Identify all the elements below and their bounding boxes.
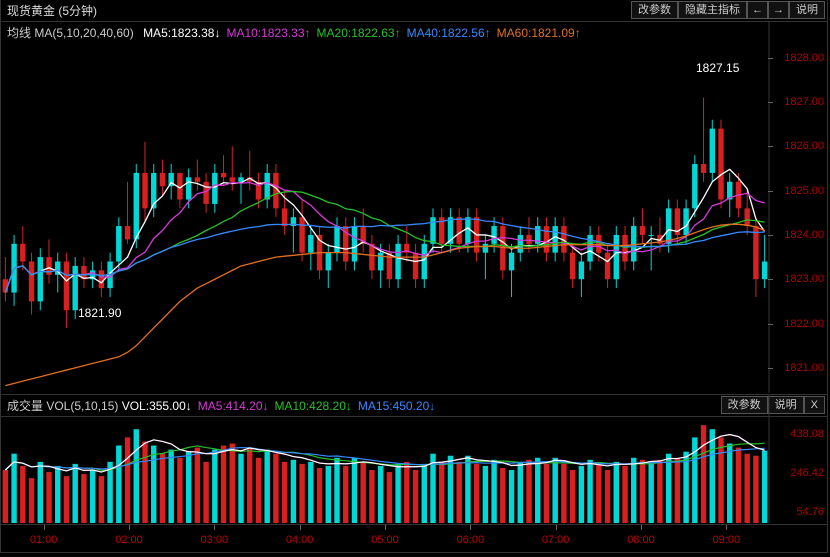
- price-chart-svg: [1, 0, 827, 393]
- volume-chart-svg: [1, 395, 827, 523]
- ma-info-line: 均线 MA(5,10,20,40,60) MA5:1823.38↓MA10:18…: [7, 24, 587, 41]
- price-chart-panel: 现货黄金 (5分钟) 改参数 隐藏主指标 ← → 说明 均线 MA(5,10,2…: [0, 0, 828, 395]
- time-label: 06:00: [457, 534, 485, 546]
- time-axis: 01:00 02:00 03:00 04:00 05:00 06:00 07:00 08:00…: [0, 525, 828, 553]
- time-label: 03:00: [201, 534, 229, 546]
- time-label: 09:00: [713, 534, 741, 546]
- time-label: 02:00: [115, 534, 143, 546]
- time-label: 05:00: [371, 534, 399, 546]
- time-label: 07:00: [542, 534, 570, 546]
- price-annotation: 1827.15: [694, 60, 741, 76]
- volume-chart-panel: 成交量 VOL(5,10,15) VOL:355.00↓MA5:414.20↓M…: [0, 395, 828, 525]
- time-label: 01:00: [30, 534, 58, 546]
- time-label: 04:00: [286, 534, 314, 546]
- time-label: 08:00: [627, 534, 655, 546]
- price-annotation: 1821.90: [76, 305, 123, 321]
